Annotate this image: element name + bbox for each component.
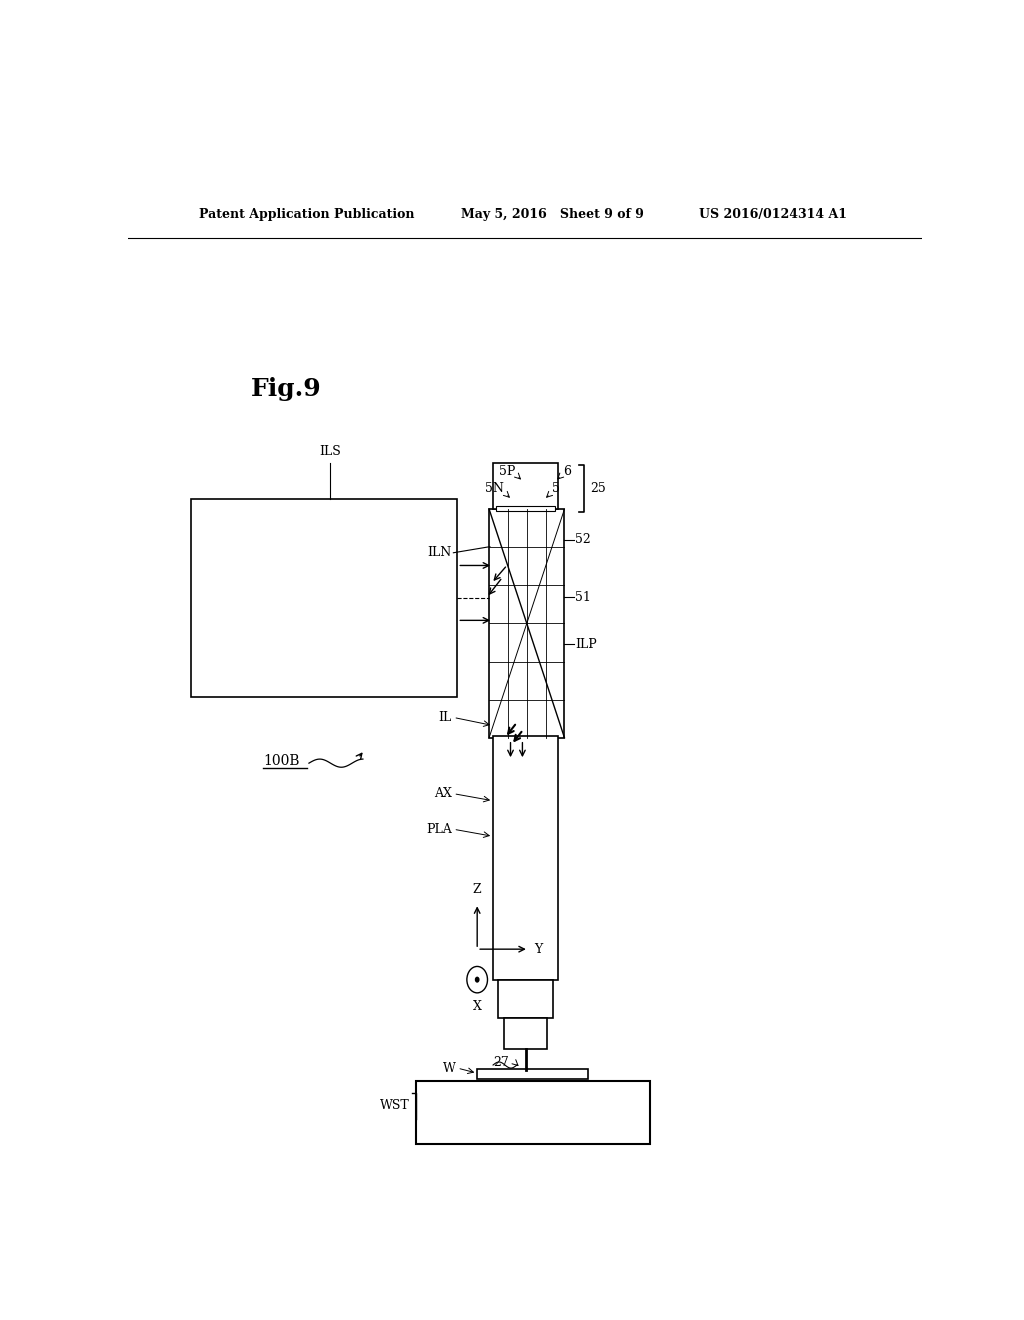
Text: Y: Y xyxy=(535,942,543,956)
Bar xyxy=(416,1081,650,1144)
Text: Z: Z xyxy=(473,883,481,896)
Bar xyxy=(489,510,564,738)
Text: PLA: PLA xyxy=(426,822,452,836)
Bar xyxy=(497,506,555,511)
Bar xyxy=(504,1018,547,1049)
Text: ILP: ILP xyxy=(574,638,597,651)
Bar xyxy=(494,735,558,979)
Bar xyxy=(477,1069,589,1080)
Text: 6: 6 xyxy=(563,465,571,478)
Text: AX: AX xyxy=(434,787,452,800)
Text: ILN: ILN xyxy=(428,546,452,560)
Text: Fig.9: Fig.9 xyxy=(251,378,322,401)
Text: 5: 5 xyxy=(552,482,560,495)
Bar xyxy=(494,463,558,510)
Text: ILS: ILS xyxy=(319,445,341,458)
Text: 100B: 100B xyxy=(263,754,299,768)
Text: W: W xyxy=(443,1061,456,1074)
Text: WST: WST xyxy=(380,1100,410,1113)
Text: 5P: 5P xyxy=(499,465,515,478)
Text: 51: 51 xyxy=(574,591,591,605)
Text: 27: 27 xyxy=(494,1056,509,1069)
Text: Patent Application Publication: Patent Application Publication xyxy=(200,207,415,220)
Text: IL: IL xyxy=(438,711,452,723)
Text: 25: 25 xyxy=(590,482,605,495)
Circle shape xyxy=(467,966,487,993)
Circle shape xyxy=(475,977,479,982)
Bar xyxy=(191,499,458,697)
Text: May 5, 2016   Sheet 9 of 9: May 5, 2016 Sheet 9 of 9 xyxy=(461,207,644,220)
Bar xyxy=(498,979,553,1018)
Text: 5N: 5N xyxy=(485,482,504,495)
Text: 52: 52 xyxy=(574,533,591,546)
Text: X: X xyxy=(473,1001,481,1012)
Text: US 2016/0124314 A1: US 2016/0124314 A1 xyxy=(699,207,848,220)
